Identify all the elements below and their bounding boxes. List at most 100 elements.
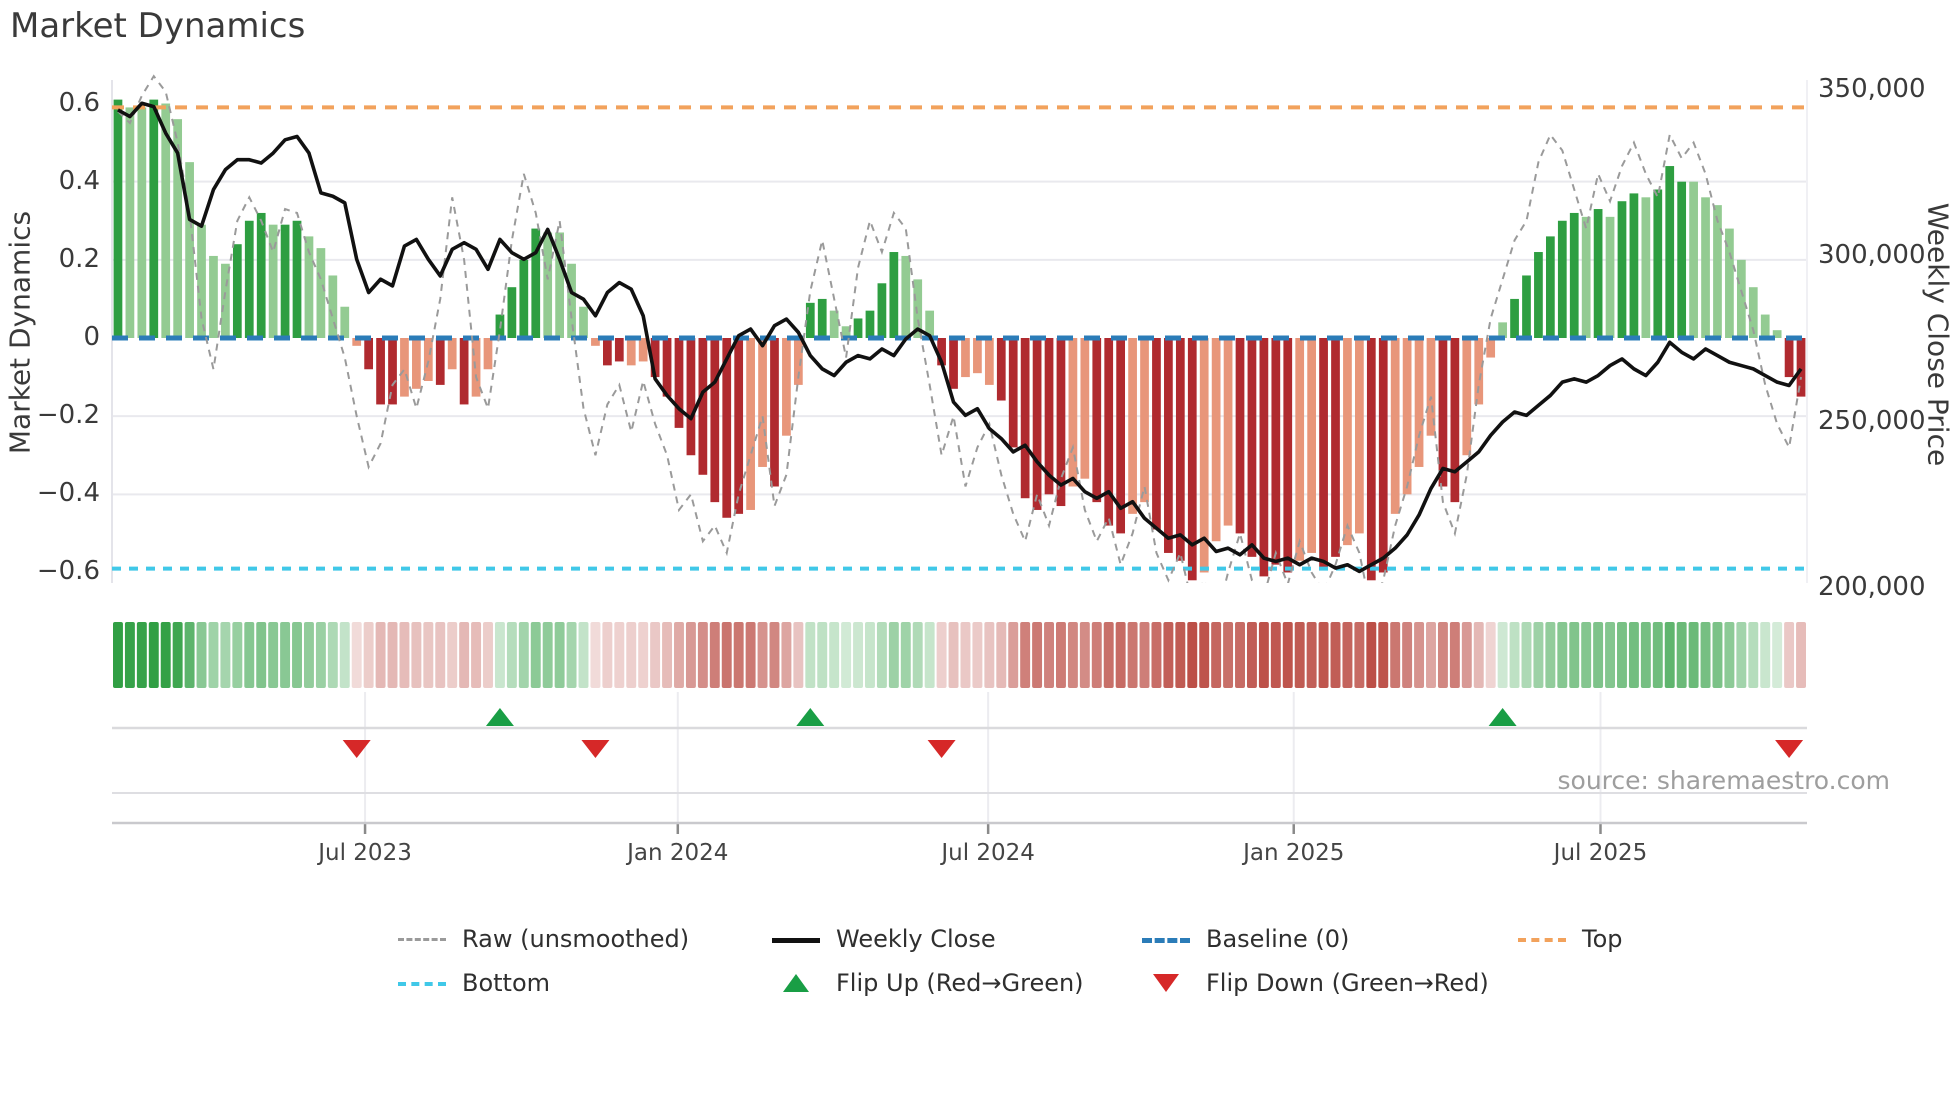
legend-item-tri-up: Flip Up (Red→Green) [772,966,1084,1000]
heatmap-cell [244,622,255,688]
oscillator-bar [1426,338,1436,436]
heatmap-cell [1581,622,1592,688]
oscillator-bar [686,338,696,456]
heatmap-cell [1354,622,1365,688]
oscillator-bar [1092,338,1102,503]
heatmap-cell [160,622,171,688]
right-axis-tick: 350,000 [1818,74,1926,104]
heatmap-cell [948,622,959,688]
oscillator-bar [483,338,493,370]
heatmap-cell [1509,622,1520,688]
heatmap-cell [888,622,899,688]
oscillator-bar [1164,338,1173,553]
oscillator-bar [352,338,362,346]
heatmap-cell [292,622,302,688]
oscillator-bar [1784,338,1794,378]
flip-up-marker [485,708,514,726]
heatmap-cell [1569,622,1580,688]
oscillator-bar [1366,338,1376,581]
left-axis-tick: 0.4 [58,165,100,196]
oscillator-bar [1068,338,1078,487]
heatmap-cell [984,622,995,688]
oscillator-bar [865,310,875,338]
oscillator-bar [376,338,385,405]
heatmap-cell [1127,622,1138,688]
heatmap-cell [387,622,398,688]
oscillator-bar [567,263,576,338]
heatmap-cell [1593,622,1604,688]
heatmap-cell [399,622,410,688]
oscillator-bar [1247,338,1257,557]
heatmap-cell [769,622,780,688]
heatmap-cell [1485,622,1496,688]
legend-item-baseline: Baseline (0) [1142,922,1349,956]
heatmap-cell [1139,622,1150,688]
oscillator-bar [1008,338,1018,448]
right-axis-tick: 250,000 [1818,406,1926,436]
oscillator-bar [1319,338,1328,569]
oscillator-bar [1689,181,1698,338]
oscillator-bar [1032,338,1042,510]
oscillator-bar [650,338,660,378]
oscillator-bar [1152,338,1161,530]
flip-down-marker [581,740,610,758]
heatmap-cell [494,622,505,688]
heatmap-cell [1318,622,1329,688]
heatmap-cell [1521,622,1532,688]
oscillator-bar [1772,330,1782,338]
x-axis-tick: Jul 2023 [318,840,412,866]
heatmap-cell [1605,622,1616,688]
legend-swatch-close [772,929,820,949]
heatmap-cell [1700,622,1711,688]
heatmap-cell [1330,622,1341,688]
heatmap-cell [315,622,326,688]
heatmap-cell [1497,622,1508,688]
oscillator-bar [149,99,159,338]
heatmap-cell [363,622,374,688]
x-axis-tick: Jul 2024 [941,840,1035,866]
heatmap-cell [1760,622,1771,688]
oscillator-bar [1378,338,1388,573]
oscillator-bar [1629,193,1639,338]
legend-label: Top [1582,925,1623,953]
oscillator-bar [125,107,135,338]
oscillator-bar [1044,338,1054,495]
heatmap-cell [721,622,732,688]
oscillator-bar [364,338,374,370]
heatmap-cell [1151,622,1162,688]
heatmap-cell [1748,622,1759,688]
bottom-swatch-glyph [398,982,446,986]
right-axis-tick: 200,000 [1818,572,1926,602]
heatmap-cell [124,622,135,688]
oscillator-bar [1175,338,1185,561]
oscillator-bar [925,310,935,338]
oscillator-bar [1259,338,1269,577]
heatmap-cell [793,622,804,688]
oscillator-bar [1283,338,1293,573]
oscillator-bar [674,338,684,428]
heatmap-cell [1640,622,1651,688]
right-axis-label: Weekly Close Price [1921,202,1955,467]
heatmap-cell [411,622,422,688]
heatmap-cell [280,622,291,688]
oscillator-bar [423,338,433,381]
oscillator-bar [543,232,553,338]
oscillator-bar [435,338,445,385]
heatmap-cell [662,622,673,688]
heatmap-cell [614,622,625,688]
heatmap-cell [733,622,744,688]
baseline-swatch-glyph [1142,938,1190,943]
oscillator-bar [746,338,755,510]
heatmap-cell [1772,622,1783,688]
oscillator-bar [1713,205,1722,338]
oscillator-bar [1617,201,1627,338]
oscillator-bar [770,338,779,487]
heatmap-cell [1426,622,1436,688]
oscillator-bar [507,287,517,338]
heatmap-cell [1378,622,1389,688]
left-axis-tick: 0 [83,322,100,352]
oscillator-bar [1641,197,1651,338]
heatmap-cell [339,622,350,688]
heatmap-cell [841,622,852,688]
heatmap-cell [996,622,1007,688]
